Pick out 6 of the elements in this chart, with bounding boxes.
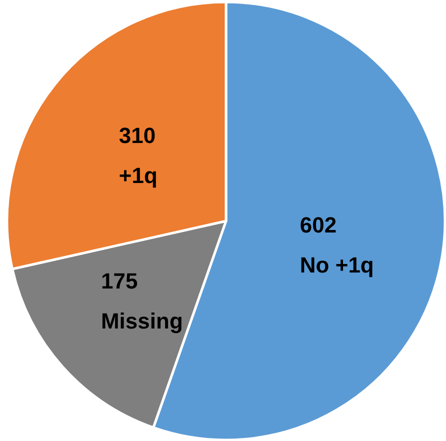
data-label: 602 [300, 212, 337, 238]
slice-label: +1q [118, 163, 158, 188]
data-label: 175 [100, 268, 138, 294]
slice-label: No +1q [300, 252, 374, 278]
data-label: 310 [118, 123, 156, 148]
slice-label: Missing [100, 308, 183, 334]
